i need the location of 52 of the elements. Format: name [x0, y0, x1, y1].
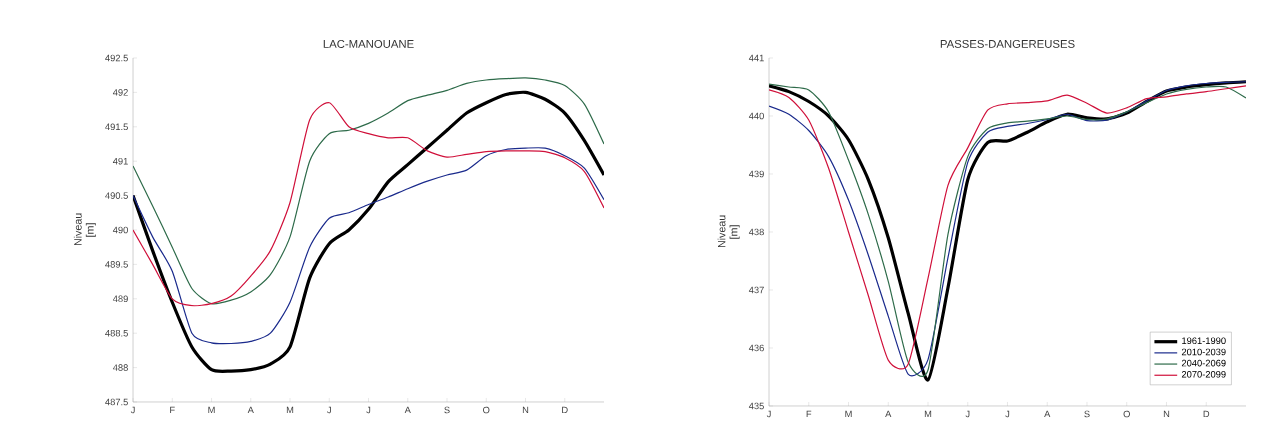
y-tick-label: 439	[748, 170, 764, 178]
x-tick-label: D	[1203, 410, 1210, 418]
y-tick-label: 488.5	[105, 329, 128, 337]
legend-label: 1961-1990	[1182, 337, 1226, 345]
y-axis-title: Niveau [m]	[717, 215, 740, 248]
x-tick-label: A	[1044, 410, 1051, 418]
x-tick-label: M	[208, 406, 215, 414]
x-tick-label: S	[1084, 410, 1090, 418]
x-tick-label: M	[845, 410, 852, 418]
line-series	[133, 147, 604, 345]
line-series	[133, 90, 604, 373]
y-tick-label: 437	[748, 286, 764, 294]
x-tick-label: J	[327, 406, 331, 414]
x-tick-label: D	[562, 406, 568, 414]
x-tick-label: J	[366, 406, 371, 414]
x-tick-label: M	[286, 406, 294, 414]
y-tick-label: 492	[112, 89, 128, 96]
y-tick-label: 441	[748, 54, 764, 62]
y-tick-label: 438	[748, 228, 764, 236]
y-tick-label: 492.5	[105, 54, 128, 62]
x-tick-label: J	[965, 410, 970, 418]
x-tick-label: A	[404, 406, 411, 414]
y-tick-label: 487.5	[105, 398, 128, 406]
x-tick-label: J	[130, 406, 135, 414]
y-tick-label: 491	[112, 157, 128, 165]
y-tick-label: 490	[112, 226, 128, 234]
x-tick-label: A	[885, 410, 892, 418]
y-tick-label: 489	[112, 295, 128, 303]
x-tick-label: J	[1005, 410, 1010, 418]
x-tick-label: O	[1123, 410, 1130, 418]
y-tick-label: 435	[748, 402, 764, 410]
x-tick-label: A	[247, 406, 254, 414]
chart-title: LAC-MANOUANE	[323, 39, 414, 48]
y-tick-label: 490.5	[105, 192, 128, 199]
x-tick-label: S	[444, 406, 450, 414]
chart-title: PASSES-DANGEREUSES	[940, 39, 1075, 48]
y-tick-label: 436	[748, 344, 764, 352]
y-tick-label: 488	[112, 364, 128, 371]
x-tick-label: N	[1163, 410, 1170, 418]
legend-label: 2010-2039	[1181, 348, 1226, 356]
x-tick-label: J	[766, 410, 771, 418]
x-tick-label: O	[483, 406, 490, 414]
legend-label: 2040-2069	[1181, 359, 1226, 367]
y-tick-label: 489.5	[105, 261, 128, 268]
x-tick-label: M	[924, 410, 932, 418]
x-tick-label: N	[522, 406, 529, 414]
x-tick-label: F	[170, 406, 175, 414]
y-tick-label: 440	[748, 112, 764, 120]
x-tick-label: F	[806, 410, 812, 418]
legend-label: 2070-2099	[1181, 371, 1226, 378]
y-tick-label: 491.5	[105, 123, 128, 131]
y-axis-title: Niveau [m]	[73, 213, 96, 246]
